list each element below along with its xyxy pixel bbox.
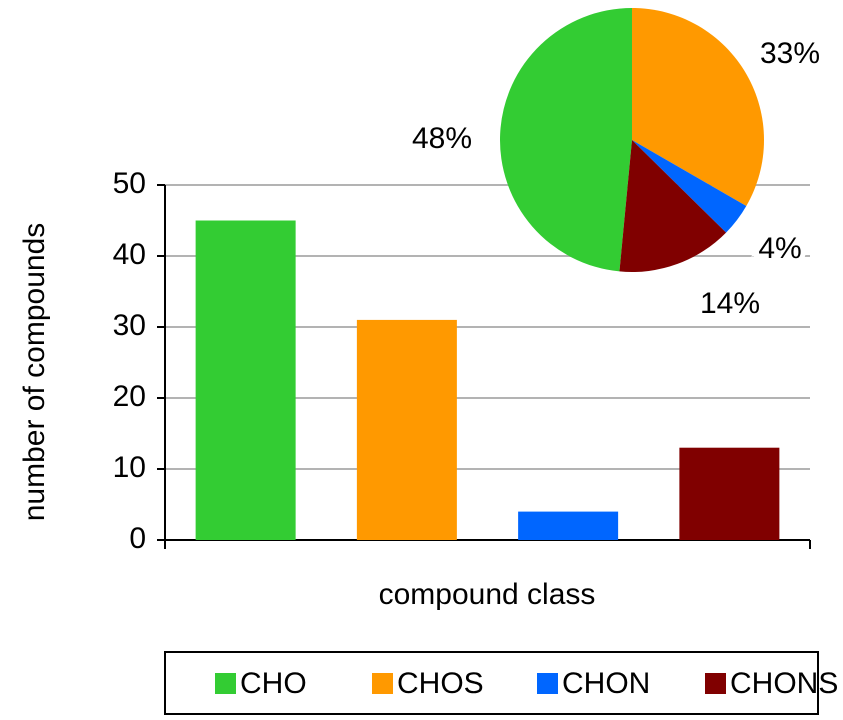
pie-label: 33% — [760, 37, 820, 70]
y-tick-label: 50 — [113, 167, 146, 200]
y-tick-label: 40 — [113, 238, 146, 271]
legend-label: CHO — [240, 667, 307, 700]
pie-slice — [619, 140, 727, 272]
x-axis-label: compound class — [379, 578, 596, 611]
legend-swatch — [372, 673, 393, 694]
pie-label: 14% — [700, 287, 760, 320]
y-axis-label: number of compounds — [18, 223, 51, 522]
legend-label: CHON — [562, 667, 650, 700]
pie-slice — [632, 8, 764, 206]
y-tick-label: 20 — [113, 380, 146, 413]
legend-swatch — [705, 673, 726, 694]
legend-label: CHONS — [730, 667, 838, 700]
bar — [195, 220, 296, 540]
y-tick-label: 30 — [113, 309, 146, 342]
legend-label: CHOS — [397, 667, 484, 700]
pie-label: 48% — [412, 122, 472, 155]
bar — [518, 511, 619, 540]
pie-slice — [500, 7, 632, 272]
bar — [679, 447, 780, 540]
pie-label: 4% — [758, 232, 801, 265]
legend-swatch — [215, 673, 236, 694]
bar — [356, 319, 457, 540]
y-tick-label: 10 — [113, 451, 146, 484]
legend-swatch — [537, 673, 558, 694]
y-tick-label: 0 — [129, 522, 146, 555]
pie-slice — [632, 140, 747, 233]
